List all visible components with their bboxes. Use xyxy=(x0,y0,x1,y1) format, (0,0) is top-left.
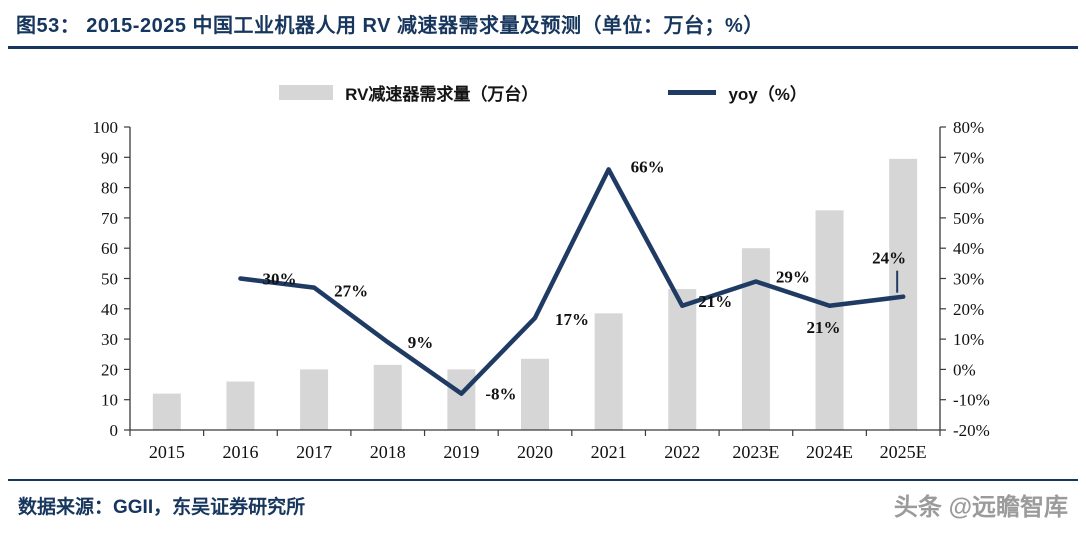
yoy-data-label: 66% xyxy=(631,157,665,176)
watermark: 头条 @远瞻智库 xyxy=(893,494,1068,521)
bar-2025E xyxy=(889,158,918,430)
right-axis-tick-label: 10% xyxy=(953,330,984,349)
right-axis-tick-label: 60% xyxy=(953,179,984,198)
x-axis-label: 2016 xyxy=(222,442,258,462)
yoy-data-label: 21% xyxy=(807,318,841,337)
x-axis-label: 2017 xyxy=(296,442,332,462)
yoy-data-label: 17% xyxy=(555,310,589,329)
legend-item-yoy: yoy（%） xyxy=(668,80,807,105)
x-axis-label: 2020 xyxy=(517,442,553,462)
right-axis-tick-label: 70% xyxy=(953,148,984,167)
figure-header: 图53： 2015-2025 中国工业机器人用 RV 减速器需求量及预测（单位：… xyxy=(16,9,1070,38)
footer-divider xyxy=(8,479,1078,481)
legend-item-demand: RV减速器需求量（万台） xyxy=(279,80,538,105)
bar-2018 xyxy=(373,364,402,430)
title-divider xyxy=(8,46,1078,49)
left-axis-tick-label: 10 xyxy=(101,391,118,410)
right-axis-tick-label: 30% xyxy=(953,270,984,289)
yoy-data-label: 29% xyxy=(776,268,810,287)
left-axis-tick-label: 80 xyxy=(101,179,118,198)
bar-series-swatch xyxy=(279,85,334,100)
yoy-data-label: 9% xyxy=(408,333,434,352)
bar-2021 xyxy=(594,313,623,430)
right-axis-tick-label: 80% xyxy=(953,118,984,137)
bar-2020 xyxy=(521,358,549,430)
yoy-data-label: 24% xyxy=(872,249,906,268)
x-axis-label: 2022 xyxy=(664,442,700,462)
chart-legend: RV减速器需求量（万台） yoy（%） xyxy=(0,80,1086,105)
legend-label-demand: RV减速器需求量（万台） xyxy=(345,85,539,104)
legend-label-yoy: yoy（%） xyxy=(728,85,807,104)
right-axis-tick-label: 40% xyxy=(953,239,984,258)
bar-2017 xyxy=(300,369,329,430)
left-axis-tick-label: 60 xyxy=(101,239,118,258)
x-axis-label: 2024E xyxy=(806,442,853,462)
right-axis-tick-label: 20% xyxy=(953,300,984,319)
x-axis-label: 2015 xyxy=(149,442,185,462)
bar-2024E xyxy=(815,210,844,430)
yoy-line xyxy=(238,167,906,396)
right-axis-tick-label: -20% xyxy=(953,421,990,440)
x-axis-label: 2019 xyxy=(443,442,479,462)
figure-title: 图53： 2015-2025 中国工业机器人用 RV 减速器需求量及预测（单位：… xyxy=(16,15,764,37)
bar-2016 xyxy=(226,381,255,430)
left-axis-tick-label: 40 xyxy=(101,300,118,319)
left-axis-tick-label: 50 xyxy=(101,270,118,289)
x-axis-label: 2018 xyxy=(370,442,406,462)
source-text: 数据来源：GGII，东吴证券研究所 xyxy=(18,497,306,518)
x-axis-label: 2023E xyxy=(732,442,779,462)
x-axis-label: 2021 xyxy=(591,442,627,462)
left-axis-tick-label: 90 xyxy=(101,148,118,167)
left-axis-tick-label: 30 xyxy=(101,330,118,349)
left-axis-tick-label: 20 xyxy=(101,360,118,379)
x-axis-label: 2025E xyxy=(880,442,927,462)
yoy-data-label: 21% xyxy=(698,292,732,311)
yoy-data-label: 27% xyxy=(334,282,368,301)
bar-2019 xyxy=(447,369,476,430)
bar-2023E xyxy=(741,248,770,430)
combo-chart: 0 10 20 30 40 50 60 70 80 90 100 -20% -10% 0% 10% 20% 30… xyxy=(93,118,990,462)
yoy-data-label: -8% xyxy=(485,385,516,404)
bar-2015 xyxy=(152,393,181,430)
left-axis-tick-label: 100 xyxy=(93,118,119,137)
right-axis-tick-label: 0% xyxy=(953,360,976,379)
bar-2022 xyxy=(668,289,697,430)
line-series-swatch xyxy=(668,90,717,95)
left-axis-tick-label: 70 xyxy=(101,209,118,228)
left-axis-tick-label: 0 xyxy=(110,421,119,440)
right-axis-tick-label: 50% xyxy=(953,209,984,228)
yoy-data-label: 30% xyxy=(262,270,296,289)
right-axis-tick-label: -10% xyxy=(953,391,990,410)
